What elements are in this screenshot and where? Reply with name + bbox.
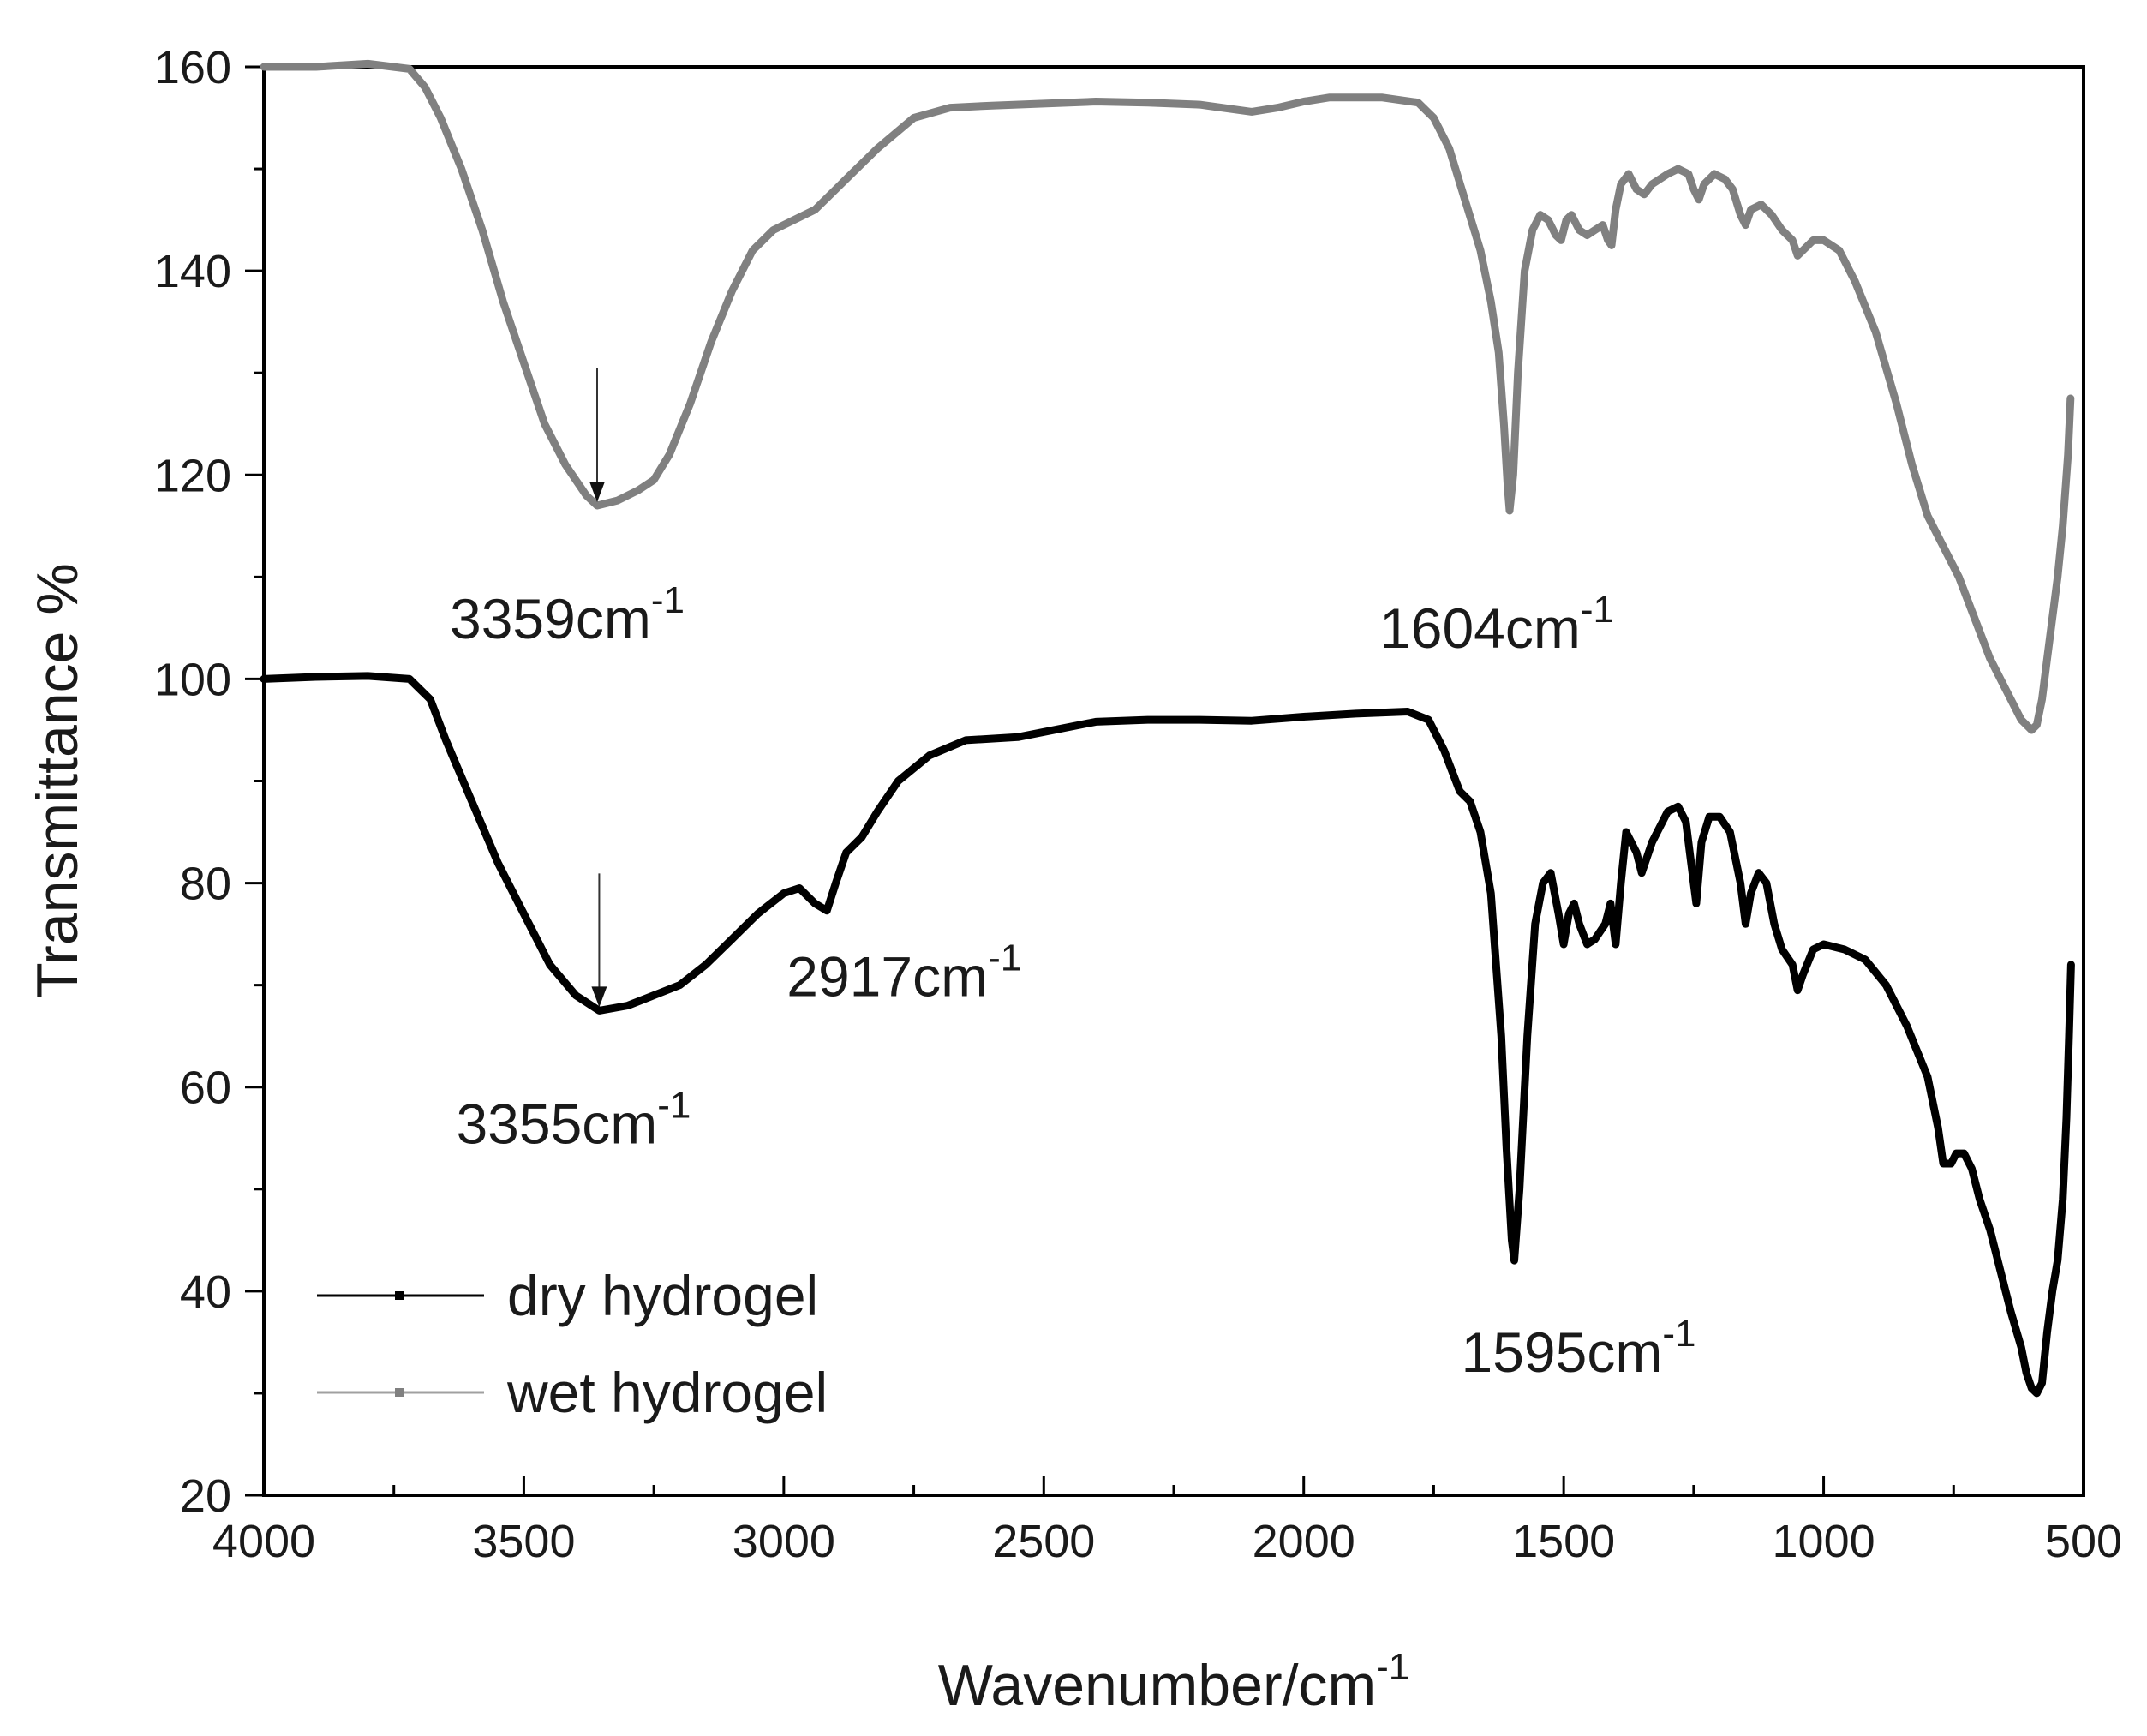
legend-label-dry: dry hydrogel bbox=[507, 1264, 818, 1327]
y-tick-label-20: 20 bbox=[180, 1470, 231, 1522]
x-tick-label-3000: 3000 bbox=[733, 1516, 835, 1567]
y-tick-label-120: 120 bbox=[154, 450, 231, 501]
annotation-label-text-2917: 2917cm bbox=[786, 945, 988, 1009]
annotation-label-text-3355: 3355cm bbox=[456, 1092, 657, 1155]
legend-item-dry: dry hydrogel bbox=[317, 1264, 818, 1327]
y-tick-label-100: 100 bbox=[154, 654, 231, 705]
x-axis-title-text: Wavenumber/cm bbox=[938, 1653, 1376, 1718]
annotation-label-sup-3355: -1 bbox=[657, 1084, 691, 1126]
annotation-label-3355: 3355cm-1 bbox=[456, 1084, 691, 1155]
y-tick-label-40: 40 bbox=[180, 1266, 231, 1318]
annotation-label-sup-2917: -1 bbox=[988, 937, 1021, 979]
x-tick-label-1500: 1500 bbox=[1512, 1516, 1615, 1567]
annotation-label-text-1604: 1604cm bbox=[1379, 596, 1581, 660]
legend: dry hydrogel wet hydrogel bbox=[317, 1264, 828, 1424]
x-tick-label-2500: 2500 bbox=[992, 1516, 1095, 1567]
annotation-label-sup-1604: -1 bbox=[1581, 589, 1614, 631]
legend-marker-wet bbox=[395, 1388, 404, 1397]
annotation-arrowhead-3355 bbox=[591, 986, 607, 1008]
tick-labels: 4000 3500 3000 2500 2000 1500 1000 500 20 40 60 80 1… bbox=[154, 42, 2122, 1567]
x-tick-label-1000: 1000 bbox=[1773, 1516, 1875, 1567]
series-line-dry-hydrogel bbox=[260, 672, 2075, 1398]
y-axis-title: Transmittance % bbox=[25, 563, 90, 998]
series-layer bbox=[260, 59, 2075, 1398]
annotation-arrowhead-3359 bbox=[589, 482, 605, 503]
x-tick-label-4000: 4000 bbox=[212, 1516, 315, 1567]
annotation-label-1595: 1595cm-1 bbox=[1462, 1313, 1696, 1384]
annotation-label-text-3359: 3359cm bbox=[450, 587, 651, 650]
series-line-wet-hydrogel bbox=[260, 59, 2075, 734]
x-tick-label-3500: 3500 bbox=[472, 1516, 575, 1567]
annotation-label-sup-1595: -1 bbox=[1662, 1313, 1695, 1355]
annotation-label-1604: 1604cm-1 bbox=[1379, 589, 1614, 660]
y-tick-label-60: 60 bbox=[180, 1063, 231, 1114]
y-tick-label-140: 140 bbox=[154, 246, 231, 297]
annotation-label-2917: 2917cm-1 bbox=[786, 937, 1021, 1009]
y-tick-label-160: 160 bbox=[154, 42, 231, 93]
annotation-label-3359: 3359cm-1 bbox=[450, 579, 685, 650]
annotation-label-sup-3359: -1 bbox=[651, 579, 685, 621]
x-axis-title: Wavenumber/cm-1 bbox=[938, 1646, 1410, 1718]
x-tick-label-2000: 2000 bbox=[1253, 1516, 1355, 1567]
legend-item-wet: wet hydrogel bbox=[317, 1361, 828, 1424]
legend-marker-dry bbox=[395, 1291, 404, 1300]
y-tick-label-80: 80 bbox=[180, 859, 231, 910]
legend-label-wet: wet hydrogel bbox=[506, 1361, 828, 1424]
annotation-label-text-1595: 1595cm bbox=[1462, 1320, 1663, 1384]
x-axis-title-sup: -1 bbox=[1376, 1646, 1409, 1688]
axis-ticks bbox=[245, 65, 2085, 1497]
x-tick-label-500: 500 bbox=[2045, 1516, 2122, 1567]
